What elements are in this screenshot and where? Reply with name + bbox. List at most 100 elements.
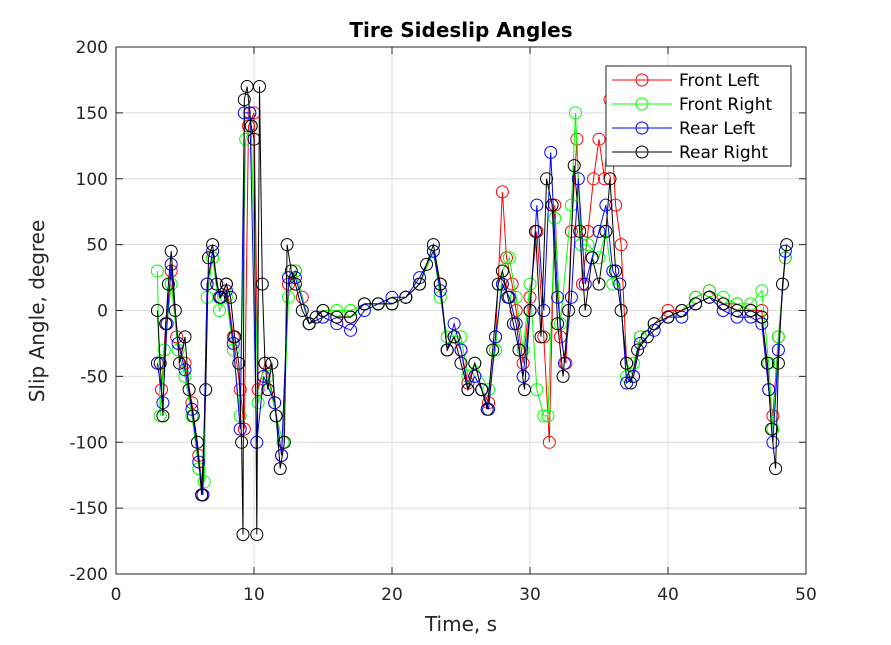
data-point xyxy=(603,172,617,186)
data-point xyxy=(545,198,559,212)
data-point xyxy=(461,369,475,383)
y-tick-label: 150 xyxy=(76,104,108,124)
data-point xyxy=(440,343,454,357)
data-point xyxy=(199,383,213,397)
data-point xyxy=(385,290,399,304)
data-point xyxy=(214,290,228,304)
data-point xyxy=(744,297,758,311)
data-point xyxy=(578,277,592,291)
data-point xyxy=(237,93,251,107)
data-point xyxy=(631,343,645,357)
data-point xyxy=(420,257,433,271)
y-tick-labels: 200 150 100 50 0 -50 -100 -150 -200 xyxy=(69,38,108,585)
data-point xyxy=(716,297,730,311)
data-point xyxy=(716,290,730,304)
y-axis-label: Slip Angle, degree xyxy=(25,220,49,403)
data-point xyxy=(295,290,309,304)
data-point xyxy=(486,343,500,357)
data-point xyxy=(744,310,758,324)
data-point xyxy=(505,277,519,291)
data-point xyxy=(447,330,461,344)
data-point xyxy=(433,277,447,291)
data-point xyxy=(202,251,215,265)
data-point xyxy=(475,383,489,397)
data-point xyxy=(689,297,703,311)
legend-entries: Front Left Front Right Rear Left Rear Right xyxy=(612,71,773,163)
x-tick-label: 40 xyxy=(657,585,679,605)
data-point xyxy=(295,304,309,317)
data-point xyxy=(273,462,287,476)
legend-marker xyxy=(635,121,649,135)
data-point xyxy=(468,369,482,383)
data-point xyxy=(599,224,613,238)
series-line-front-right xyxy=(156,112,786,482)
data-point xyxy=(495,277,509,291)
data-point xyxy=(640,330,654,344)
series-layer xyxy=(150,80,794,541)
data-point xyxy=(224,290,237,304)
data-point xyxy=(609,198,623,212)
data-point xyxy=(371,297,385,311)
data-point xyxy=(537,330,551,344)
x-tick-labels: 0 10 20 30 40 50 xyxy=(111,585,817,605)
y-tick-label: -150 xyxy=(69,499,108,519)
data-point xyxy=(491,277,505,291)
data-point xyxy=(633,336,647,350)
data-point xyxy=(239,132,253,146)
data-point xyxy=(573,224,587,238)
data-point xyxy=(235,435,249,449)
data-point xyxy=(530,198,544,212)
data-point xyxy=(250,528,264,541)
data-point xyxy=(247,132,261,146)
data-point xyxy=(529,224,542,238)
data-point xyxy=(206,238,220,252)
legend-entry-rear-right: Rear Right xyxy=(612,143,768,163)
data-point xyxy=(769,462,783,476)
data-point xyxy=(569,106,582,120)
data-point xyxy=(489,343,502,357)
data-point xyxy=(357,297,371,311)
data-point xyxy=(468,356,482,370)
data-point xyxy=(258,356,272,370)
data-point xyxy=(606,264,620,278)
data-point xyxy=(592,277,606,291)
data-point xyxy=(553,317,567,331)
data-point xyxy=(277,435,291,449)
data-point xyxy=(330,310,344,324)
x-tick-label: 30 xyxy=(519,585,541,605)
data-point xyxy=(173,356,186,370)
data-point xyxy=(501,290,515,304)
data-point xyxy=(161,277,175,291)
data-point xyxy=(776,277,789,291)
chart-title: Tire Sideslip Angles xyxy=(349,18,572,42)
legend-entry-front-right: Front Right xyxy=(612,95,773,115)
data-point xyxy=(502,251,516,265)
data-point xyxy=(250,435,264,449)
y-tick-label: -200 xyxy=(69,565,108,585)
data-point xyxy=(540,172,554,186)
data-point xyxy=(562,304,576,317)
legend-entry-rear-left: Rear Left xyxy=(612,119,756,139)
data-point xyxy=(385,297,399,311)
data-point xyxy=(614,304,628,317)
data-point xyxy=(567,159,581,173)
data-point xyxy=(780,238,794,252)
y-tick-label: 100 xyxy=(76,170,108,190)
data-point xyxy=(226,336,240,350)
data-point xyxy=(255,277,269,291)
data-point xyxy=(744,304,758,317)
data-point xyxy=(518,383,531,397)
data-point xyxy=(716,304,730,317)
data-point xyxy=(288,264,302,278)
data-point xyxy=(661,310,675,324)
y-tick-label: -100 xyxy=(69,433,108,453)
data-point xyxy=(509,290,523,304)
data-point xyxy=(592,224,606,238)
data-point xyxy=(164,244,178,258)
data-point xyxy=(523,304,537,317)
data-point xyxy=(447,317,461,331)
legend-label: Front Left xyxy=(679,71,760,91)
series-line-rear-right xyxy=(156,86,788,535)
legend-marker xyxy=(635,145,649,159)
data-point xyxy=(551,317,565,331)
